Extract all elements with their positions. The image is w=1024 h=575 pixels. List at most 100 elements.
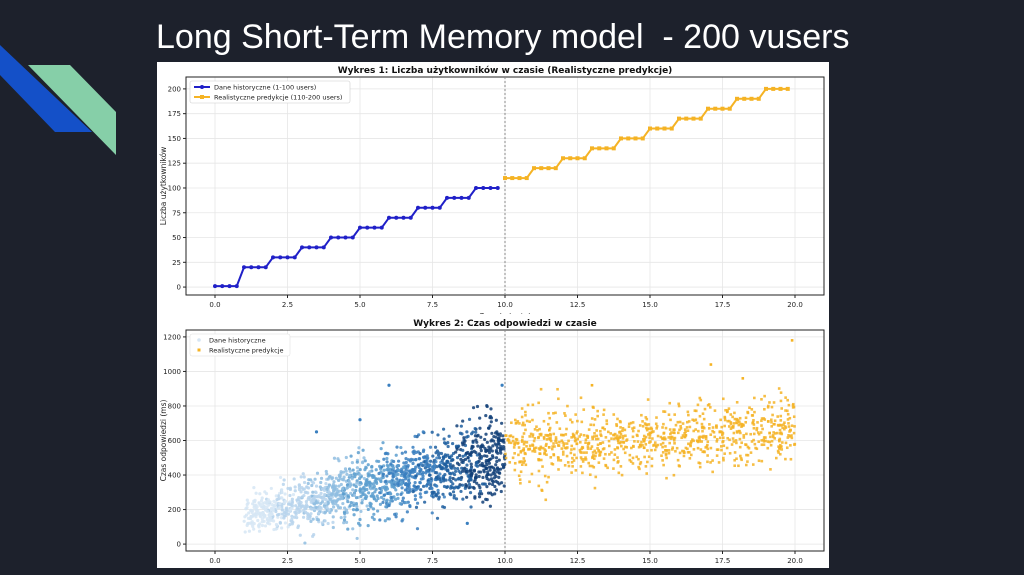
scatter-point (792, 431, 796, 435)
scatter-point (722, 436, 725, 440)
scatter-point (596, 409, 599, 413)
scatter-point (474, 430, 478, 434)
scatter-point (479, 449, 483, 453)
scatter-point (687, 442, 690, 446)
scatter-point (493, 442, 497, 446)
scatter-point (487, 482, 492, 486)
scatter-point (549, 436, 552, 440)
scatter-point (306, 491, 310, 495)
scatter-point (488, 468, 492, 472)
scatter-point (595, 434, 599, 438)
scatter-point (441, 505, 445, 509)
scatter-point (411, 458, 415, 462)
scatter-point (495, 466, 500, 470)
scatter-point (311, 517, 315, 521)
scatter-point (687, 413, 690, 417)
scatter-point (605, 419, 609, 422)
scatter-point (448, 475, 452, 480)
legend-marker (200, 85, 204, 89)
scatter-point (722, 456, 725, 460)
scatter-point (478, 416, 482, 420)
data-point (227, 284, 232, 289)
scatter-point (746, 460, 749, 463)
scatter-point (537, 436, 540, 440)
scatter-point (299, 475, 303, 479)
data-point (379, 225, 384, 230)
scatter-point (541, 446, 545, 450)
scatter-point (708, 423, 711, 426)
scatter-point (277, 497, 281, 501)
scatter-point (769, 435, 772, 439)
scatter-point (275, 513, 280, 517)
scatter-point (265, 500, 270, 504)
scatter-point (521, 423, 524, 427)
scatter-point (761, 427, 764, 431)
scatter-point (366, 507, 370, 512)
scatter-point (746, 411, 750, 415)
scatter-point (676, 458, 680, 462)
scatter-point (700, 440, 704, 443)
data-point (640, 136, 645, 141)
scatter-point (269, 486, 273, 491)
data-point (778, 86, 783, 91)
scatter-point (297, 483, 302, 487)
scatter-point (271, 519, 276, 523)
scatter-point (793, 442, 797, 446)
scatter-point (553, 445, 556, 448)
scatter-point (280, 490, 284, 494)
scatter-point (402, 474, 406, 479)
y-tick-label: 1000 (163, 368, 181, 376)
scatter-point (457, 476, 461, 480)
scatter-point (696, 403, 700, 407)
scatter-point (426, 481, 430, 485)
scatter-point (598, 453, 602, 457)
scatter-point (373, 490, 377, 494)
scatter-point (619, 465, 623, 468)
scatter-point (304, 503, 309, 507)
scatter-point (551, 462, 555, 466)
scatter-point (421, 484, 426, 488)
scatter-point (474, 463, 478, 467)
scatter-point (646, 449, 649, 452)
scatter-point (323, 492, 327, 497)
scatter-point (264, 492, 269, 496)
scatter-point (715, 454, 719, 457)
data-point (336, 235, 341, 240)
scatter-point (469, 462, 473, 466)
scatter-point (376, 509, 380, 513)
scatter-point (751, 463, 755, 466)
scatter-point (496, 480, 500, 485)
scatter-point (548, 416, 552, 420)
scatter-point (419, 488, 423, 492)
scatter-point (531, 449, 534, 453)
scatter-point (437, 497, 441, 501)
scatter-point (738, 445, 742, 449)
scatter-point (461, 497, 465, 501)
scatter-point (461, 419, 465, 423)
legend-marker (200, 95, 204, 99)
scatter-point (340, 495, 344, 500)
scatter-point (384, 479, 388, 483)
scatter-point (606, 466, 609, 470)
scatter-point (326, 521, 330, 526)
scatter-point (511, 456, 515, 460)
scatter-point (387, 471, 392, 475)
scatter-point (661, 459, 664, 462)
scatter-point (534, 446, 538, 450)
scatter-point (475, 453, 479, 457)
scatter-point (654, 422, 658, 426)
scatter-point (563, 464, 567, 467)
data-point (329, 235, 333, 240)
scatter-point (469, 467, 473, 471)
data-point (597, 146, 602, 151)
scatter-point (709, 446, 713, 450)
scatter-point (729, 427, 733, 430)
scatter-point (778, 439, 781, 443)
scatter-point (561, 453, 565, 456)
scatter-point (414, 457, 418, 462)
scatter-point (639, 461, 643, 464)
scatter-point (578, 448, 582, 452)
scatter-point (310, 483, 314, 488)
data-point (343, 235, 348, 240)
scatter-point (459, 457, 463, 461)
